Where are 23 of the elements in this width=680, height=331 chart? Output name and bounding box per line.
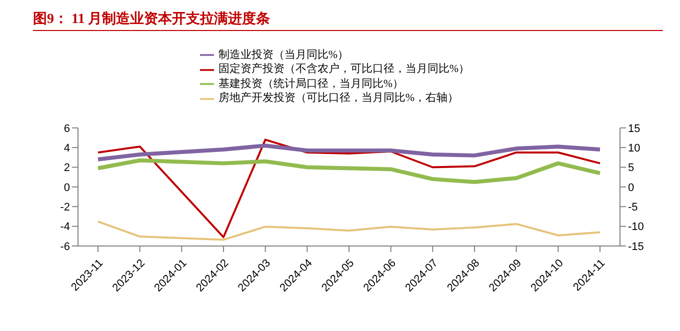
y-tick-label: -2 <box>60 202 70 214</box>
y-tick-label: -4 <box>60 221 70 234</box>
legend-label: 固定资产投资（不含农户，可比口径，当月同比%） <box>218 63 470 76</box>
line-series <box>96 144 602 162</box>
y2-tick-label: -10 <box>628 221 644 234</box>
y2-tick-label: 15 <box>628 122 640 135</box>
y-tick-label: 2 <box>64 162 70 174</box>
y-tick-label: -6 <box>60 240 70 253</box>
line-series <box>97 220 601 241</box>
legend-label: 房地产开发投资（可比口径，当月同比%，右轴） <box>218 92 459 104</box>
y2-tick-label: -15 <box>628 240 644 253</box>
chart-title: 图9： 11 月制造业资本开支拉满进度条 <box>33 10 270 28</box>
y-tick-label: 0 <box>64 182 70 194</box>
line-series <box>96 158 602 184</box>
line-series <box>97 138 601 238</box>
y2-tick-label: -5 <box>628 202 638 214</box>
y-tick-label: 6 <box>64 122 70 135</box>
legend-label: 制造业投资（当月同比%） <box>218 49 349 61</box>
y-tick-label: 4 <box>64 142 70 154</box>
y2-tick-label: 5 <box>628 162 634 174</box>
y2-tick-label: 0 <box>628 182 634 194</box>
legend-label: 基建投资（统计局口径，当月同比%） <box>218 78 404 90</box>
y2-tick-label: 10 <box>628 142 640 154</box>
